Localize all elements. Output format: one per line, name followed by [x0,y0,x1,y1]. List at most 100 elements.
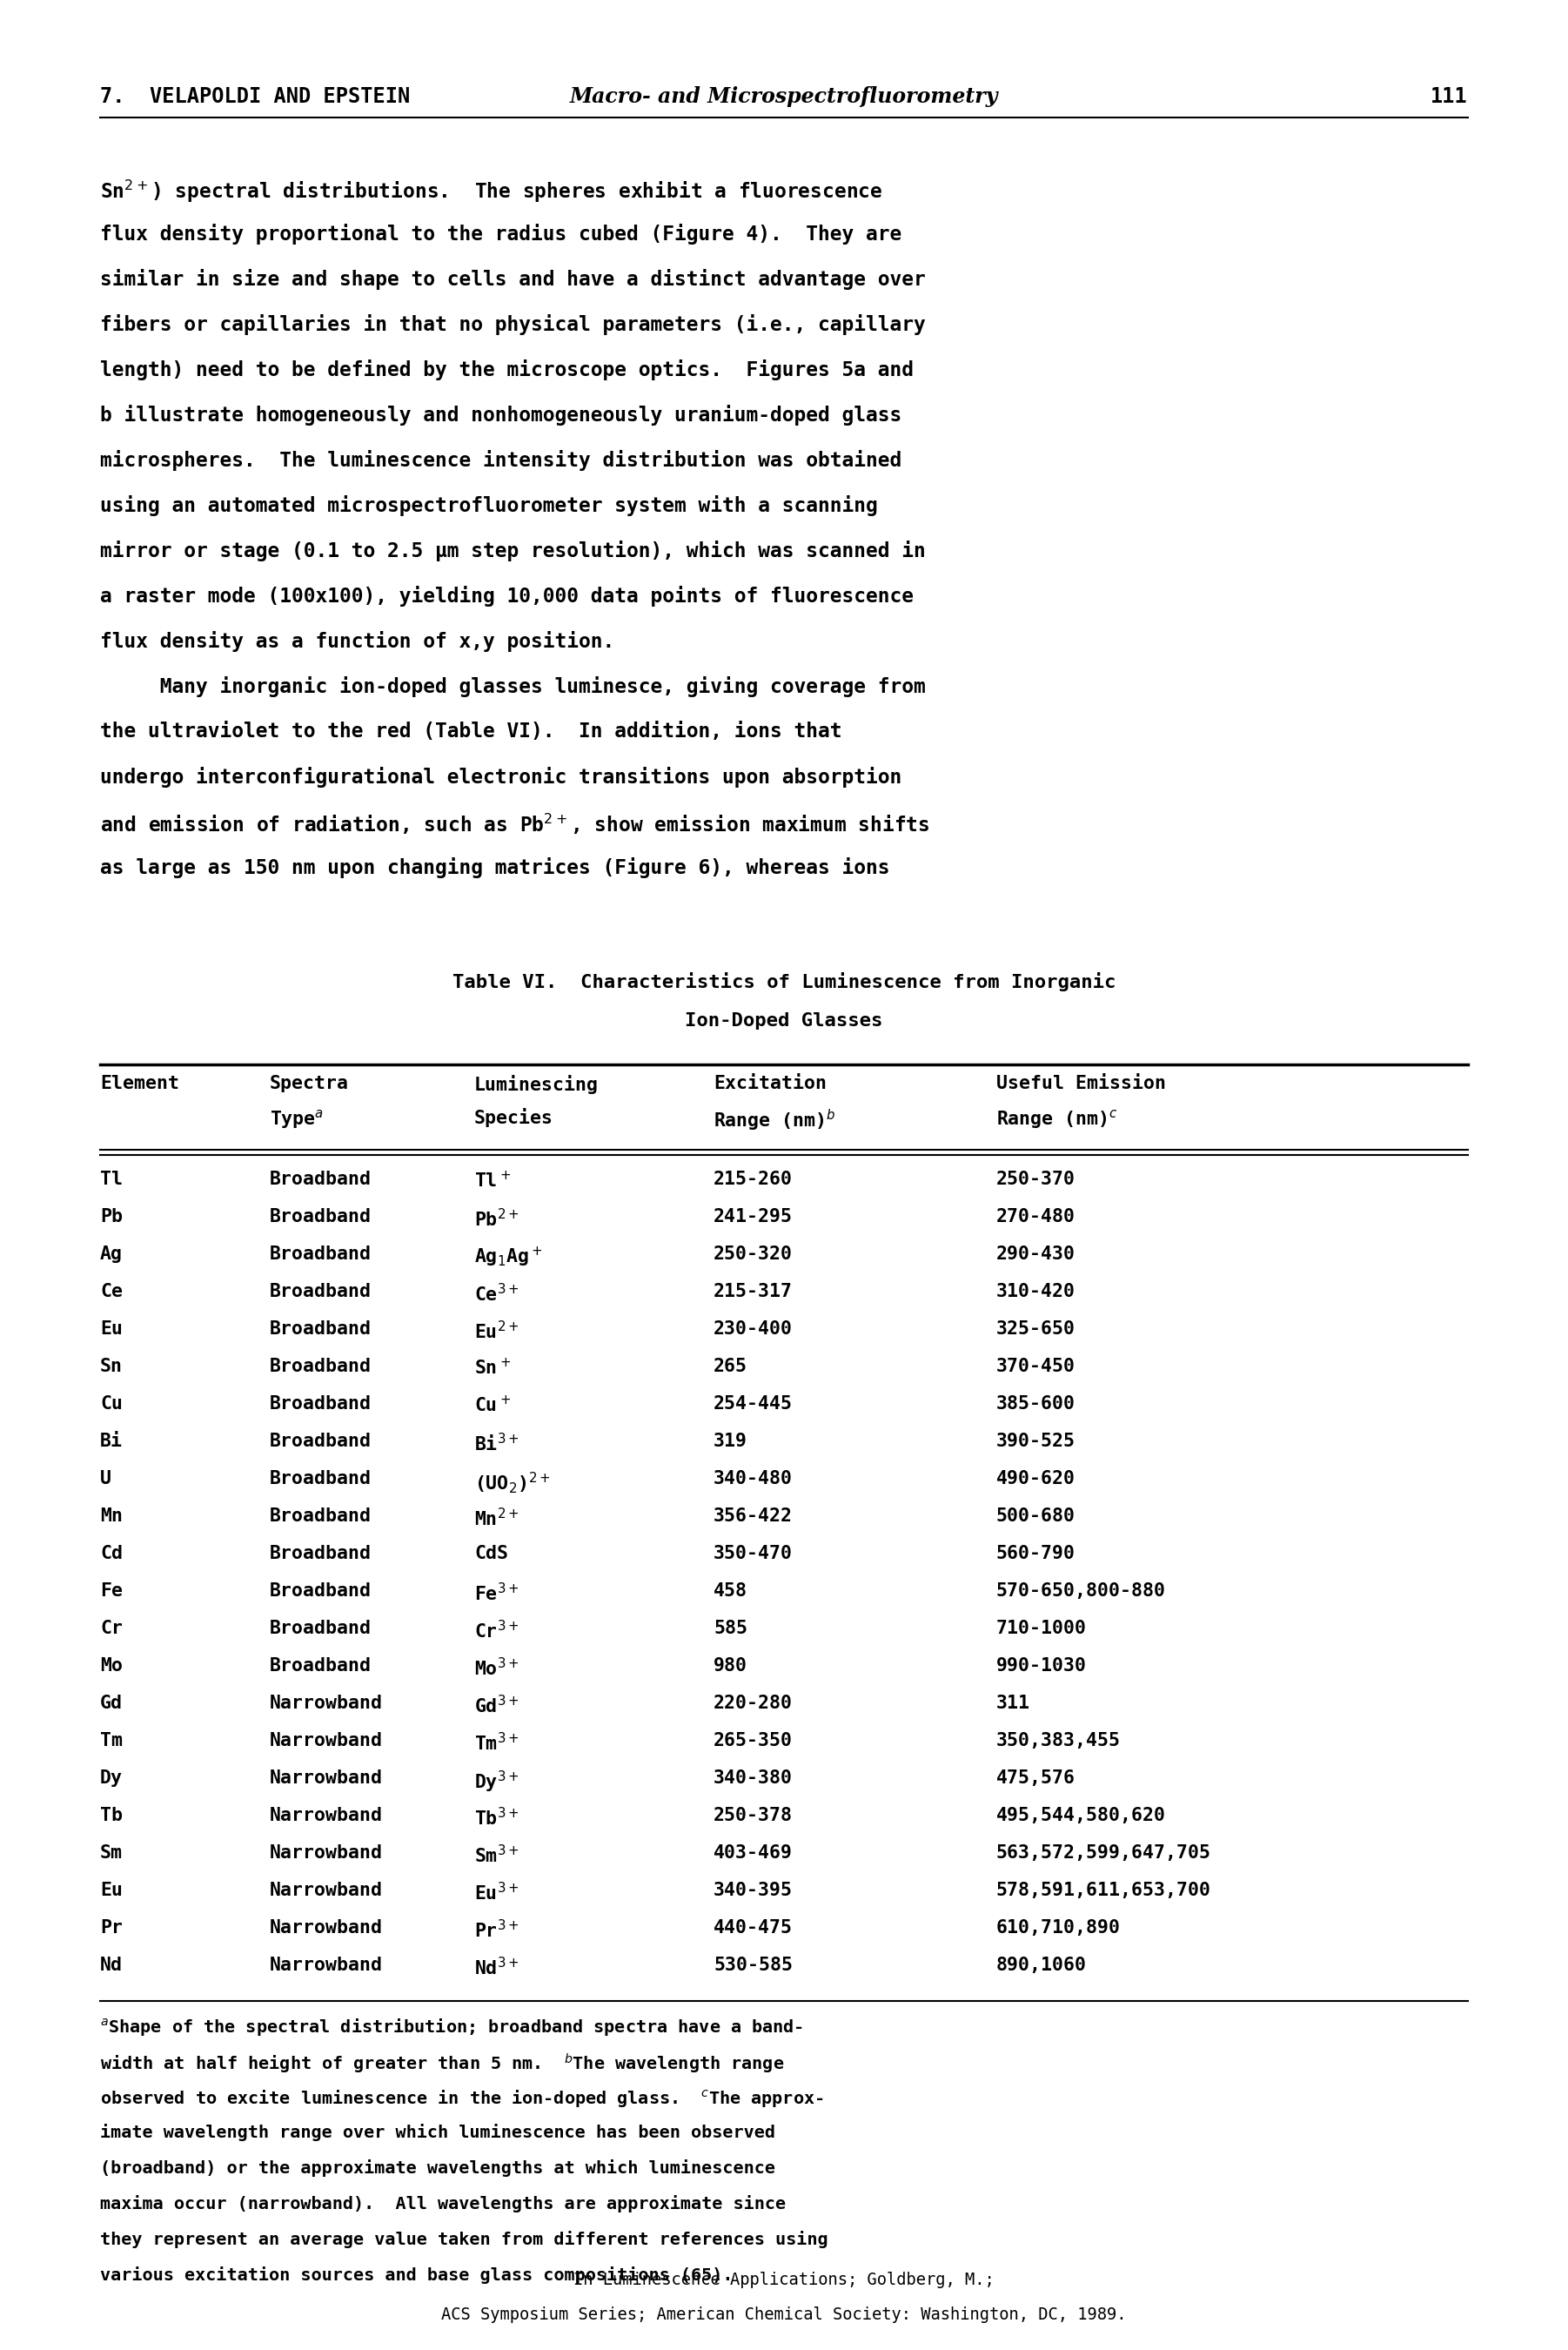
Text: Sm: Sm [100,1845,122,1861]
Text: Dy: Dy [100,1770,122,1786]
Text: and emission of radiation, such as Pb$^{2+}$, show emission maximum shifts: and emission of radiation, such as Pb$^{… [100,813,930,837]
Text: 710-1000: 710-1000 [996,1619,1087,1638]
Text: Fe: Fe [100,1582,122,1600]
Text: flux density as a function of x,y position.: flux density as a function of x,y positi… [100,632,615,651]
Text: 230-400: 230-400 [713,1321,793,1337]
Text: Type$^a$: Type$^a$ [270,1107,325,1130]
Text: 340-395: 340-395 [713,1882,793,1899]
Text: 570-650,800-880: 570-650,800-880 [996,1582,1167,1600]
Text: Broadband: Broadband [270,1471,372,1488]
Text: Broadband: Broadband [270,1506,372,1525]
Text: Spectra: Spectra [270,1074,350,1093]
Text: flux density proportional to the radius cubed (Figure 4).  They are: flux density proportional to the radius … [100,223,902,244]
Text: Ce: Ce [100,1283,122,1300]
Text: 270-480: 270-480 [996,1208,1076,1224]
Text: Mo: Mo [100,1657,122,1676]
Text: the ultraviolet to the red (Table VI).  In addition, ions that: the ultraviolet to the red (Table VI). I… [100,721,842,743]
Text: Broadband: Broadband [270,1657,372,1676]
Text: Luminescing: Luminescing [474,1074,599,1095]
Text: Eu$^{2+}$: Eu$^{2+}$ [474,1321,519,1342]
Text: Narrowband: Narrowband [270,1807,383,1824]
Text: Pb: Pb [100,1208,122,1224]
Text: Narrowband: Narrowband [270,1920,383,1936]
Text: 111: 111 [1430,87,1468,108]
Text: 563,572,599,647,705: 563,572,599,647,705 [996,1845,1210,1861]
Text: 530-585: 530-585 [713,1958,793,1974]
Text: Eu: Eu [100,1882,122,1899]
Text: observed to excite luminescence in the ion-doped glass.  $^c$The approx-: observed to excite luminescence in the i… [100,2089,823,2108]
Text: Sn$^{2+}$) spectral distributions.  The spheres exhibit a fluorescence: Sn$^{2+}$) spectral distributions. The s… [100,179,883,204]
Text: Narrowband: Narrowband [270,1958,383,1974]
Text: 311: 311 [996,1694,1030,1713]
Text: 390-525: 390-525 [996,1434,1076,1450]
Text: Sn: Sn [100,1358,122,1375]
Text: Tb: Tb [100,1807,122,1824]
Text: 560-790: 560-790 [996,1544,1076,1563]
Text: Narrowband: Narrowband [270,1770,383,1786]
Text: undergo interconfigurational electronic transitions upon absorption: undergo interconfigurational electronic … [100,766,902,787]
Text: mirror or stage (0.1 to 2.5 μm step resolution), which was scanned in: mirror or stage (0.1 to 2.5 μm step reso… [100,540,925,562]
Text: 890,1060: 890,1060 [996,1958,1087,1974]
Text: Narrowband: Narrowband [270,1882,383,1899]
Text: Sn$^+$: Sn$^+$ [474,1358,511,1377]
Text: Broadband: Broadband [270,1396,372,1412]
Text: 350,383,455: 350,383,455 [996,1732,1121,1748]
Text: Tb$^{3+}$: Tb$^{3+}$ [474,1807,519,1828]
Text: 220-280: 220-280 [713,1694,793,1713]
Text: Mo$^{3+}$: Mo$^{3+}$ [474,1657,519,1680]
Text: Broadband: Broadband [270,1544,372,1563]
Text: a raster mode (100x100), yielding 10,000 data points of fluorescence: a raster mode (100x100), yielding 10,000… [100,585,914,606]
Text: 290-430: 290-430 [996,1246,1076,1262]
Text: Broadband: Broadband [270,1619,372,1638]
Text: 495,544,580,620: 495,544,580,620 [996,1807,1167,1824]
Text: Fe$^{3+}$: Fe$^{3+}$ [474,1582,519,1605]
Text: 250-378: 250-378 [713,1807,793,1824]
Text: In Luminescence Applications; Goldberg, M.;: In Luminescence Applications; Goldberg, … [574,2272,994,2289]
Text: similar in size and shape to cells and have a distinct advantage over: similar in size and shape to cells and h… [100,268,925,289]
Text: 319: 319 [713,1434,748,1450]
Text: 250-320: 250-320 [713,1246,793,1262]
Text: U: U [100,1471,111,1488]
Text: Tl$^+$: Tl$^+$ [474,1170,511,1191]
Text: Bi$^{3+}$: Bi$^{3+}$ [474,1434,519,1455]
Text: 475,576: 475,576 [996,1770,1076,1786]
Text: Broadband: Broadband [270,1246,372,1262]
Text: maxima occur (narrowband).  All wavelengths are approximate since: maxima occur (narrowband). All wavelengt… [100,2195,786,2211]
Text: (broadband) or the approximate wavelengths at which luminescence: (broadband) or the approximate wavelengt… [100,2160,775,2176]
Text: Cu$^+$: Cu$^+$ [474,1396,511,1415]
Text: fibers or capillaries in that no physical parameters (i.e., capillary: fibers or capillaries in that no physica… [100,315,925,336]
Text: $^a$Shape of the spectral distribution; broadband spectra have a band-: $^a$Shape of the spectral distribution; … [100,2016,803,2037]
Text: Ion-Doped Glasses: Ion-Doped Glasses [685,1013,883,1029]
Text: Ag$_1$Ag$^+$: Ag$_1$Ag$^+$ [474,1246,543,1269]
Text: Narrowband: Narrowband [270,1694,383,1713]
Text: (UO$_2$)$^{2+}$: (UO$_2$)$^{2+}$ [474,1471,550,1495]
Text: as large as 150 nm upon changing matrices (Figure 6), whereas ions: as large as 150 nm upon changing matrice… [100,858,889,879]
Text: 403-469: 403-469 [713,1845,793,1861]
Text: Cu: Cu [100,1396,122,1412]
Text: Sm$^{3+}$: Sm$^{3+}$ [474,1845,519,1866]
Text: Tm: Tm [100,1732,122,1748]
Text: Element: Element [100,1074,179,1093]
Text: width at half height of greater than 5 nm.  $^b$The wavelength range: width at half height of greater than 5 n… [100,2052,784,2075]
Text: Broadband: Broadband [270,1283,372,1300]
Text: microspheres.  The luminescence intensity distribution was obtained: microspheres. The luminescence intensity… [100,449,902,470]
Text: ACS Symposium Series; American Chemical Society: Washington, DC, 1989.: ACS Symposium Series; American Chemical … [441,2305,1127,2324]
Text: Mn$^{2+}$: Mn$^{2+}$ [474,1506,519,1530]
Text: 241-295: 241-295 [713,1208,793,1224]
Text: Cr$^{3+}$: Cr$^{3+}$ [474,1619,519,1643]
Text: Pr$^{3+}$: Pr$^{3+}$ [474,1920,519,1941]
Text: Table VI.  Characteristics of Luminescence from Inorganic: Table VI. Characteristics of Luminescenc… [452,973,1116,992]
Text: Gd: Gd [100,1694,122,1713]
Text: 490-620: 490-620 [996,1471,1076,1488]
Text: Tl: Tl [100,1170,122,1189]
Text: Gd$^{3+}$: Gd$^{3+}$ [474,1694,519,1715]
Text: 500-680: 500-680 [996,1506,1076,1525]
Text: 215-317: 215-317 [713,1283,793,1300]
Text: Useful Emission: Useful Emission [996,1074,1167,1093]
Text: 990-1030: 990-1030 [996,1657,1087,1676]
Text: 385-600: 385-600 [996,1396,1076,1412]
Text: 310-420: 310-420 [996,1283,1076,1300]
Text: 578,591,611,653,700: 578,591,611,653,700 [996,1882,1210,1899]
Text: Broadband: Broadband [270,1434,372,1450]
Text: length) need to be defined by the microscope optics.  Figures 5a and: length) need to be defined by the micros… [100,360,914,381]
